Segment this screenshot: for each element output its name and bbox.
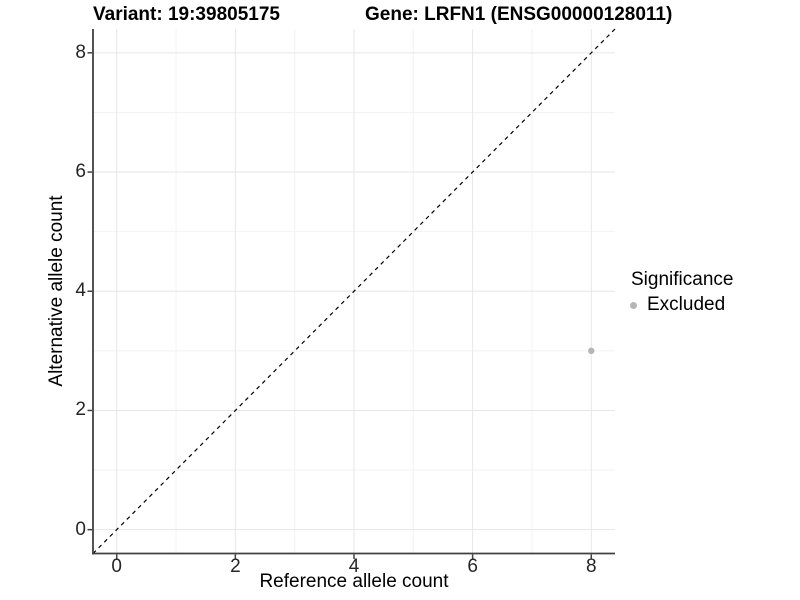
- y-tick-label: 0: [75, 518, 86, 540]
- y-tick-label: 6: [75, 161, 86, 183]
- x-tick-label: 2: [230, 556, 241, 577]
- data-point: [588, 347, 595, 355]
- identity-dashed-line: [92, 28, 616, 554]
- legend-item-label: Excluded: [647, 294, 726, 315]
- legend: Significance Excluded: [626, 268, 733, 316]
- legend-item-excluded: Excluded: [626, 294, 733, 316]
- plot-title-gene: Gene: LRFN1 (ENSG00000128011): [365, 4, 673, 25]
- x-tick-label: 4: [348, 556, 360, 577]
- y-tick-label: 8: [75, 41, 86, 63]
- plot-title-variant: Variant: 19:39805175: [93, 4, 280, 25]
- legend-title: Significance: [631, 269, 734, 290]
- y-tick-label: 2: [75, 399, 86, 421]
- x-tick-label: 0: [111, 556, 122, 577]
- x-axis-title: Reference allele count: [259, 571, 449, 592]
- legend-point-icon: [630, 301, 637, 309]
- y-tick-label: 4: [75, 280, 86, 302]
- x-tick-label: 8: [585, 556, 597, 577]
- x-tick-label: 6: [467, 556, 478, 577]
